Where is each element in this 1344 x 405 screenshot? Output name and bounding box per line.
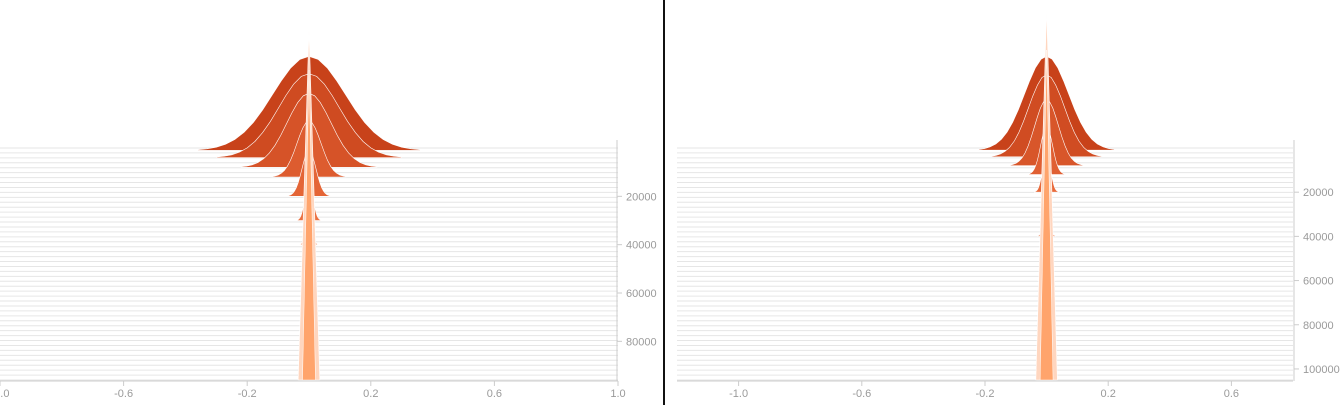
- y-tick-label: 100000: [1303, 364, 1340, 376]
- y-tick-label: 20000: [626, 191, 657, 203]
- y-tick-label: 80000: [626, 336, 657, 348]
- panel-divider: [663, 0, 665, 405]
- x-tick-label: -1.0: [729, 388, 748, 400]
- x-tick-label: 0.6: [1224, 388, 1239, 400]
- histogram-panel-right: -1.0 -0.6 -0.2 0.2 0.6 20000 40000 60000 80000 10…: [665, 0, 1344, 405]
- histogram-chart-right: -1.0 -0.6 -0.2 0.2 0.6 20000 40000 60000 80000 10…: [677, 9, 1340, 400]
- histogram-panel-left: -1.0 -0.6 -0.2 0.2 0.6 1.0 20000 40000 60000 8000…: [0, 0, 663, 405]
- x-tick-label: 0.2: [1101, 388, 1116, 400]
- y-tick-label: 60000: [1303, 276, 1334, 288]
- x-tick-label: -1.0: [0, 388, 9, 400]
- x-tick-label: 0.2: [363, 388, 378, 400]
- y-tick-label: 40000: [626, 240, 657, 252]
- histogram-peak-front: [1039, 49, 1054, 381]
- x-tick-label: -0.2: [238, 388, 257, 400]
- y-tick-label: 40000: [1303, 231, 1334, 243]
- y-tick-label: 60000: [626, 288, 657, 300]
- x-tick-label: -0.6: [852, 388, 871, 400]
- histogram-chart-left: -1.0 -0.6 -0.2 0.2 0.6 1.0 20000 40000 60000 8000…: [0, 29, 657, 400]
- x-tick-label: 0.6: [487, 388, 502, 400]
- histogram-peak-front: [302, 69, 316, 381]
- y-tick-label: 20000: [1303, 187, 1334, 199]
- x-tick-label: -0.6: [114, 388, 133, 400]
- x-tick-label: -0.2: [976, 388, 995, 400]
- x-tick-label: 1.0: [610, 388, 625, 400]
- y-tick-label: 80000: [1303, 320, 1334, 332]
